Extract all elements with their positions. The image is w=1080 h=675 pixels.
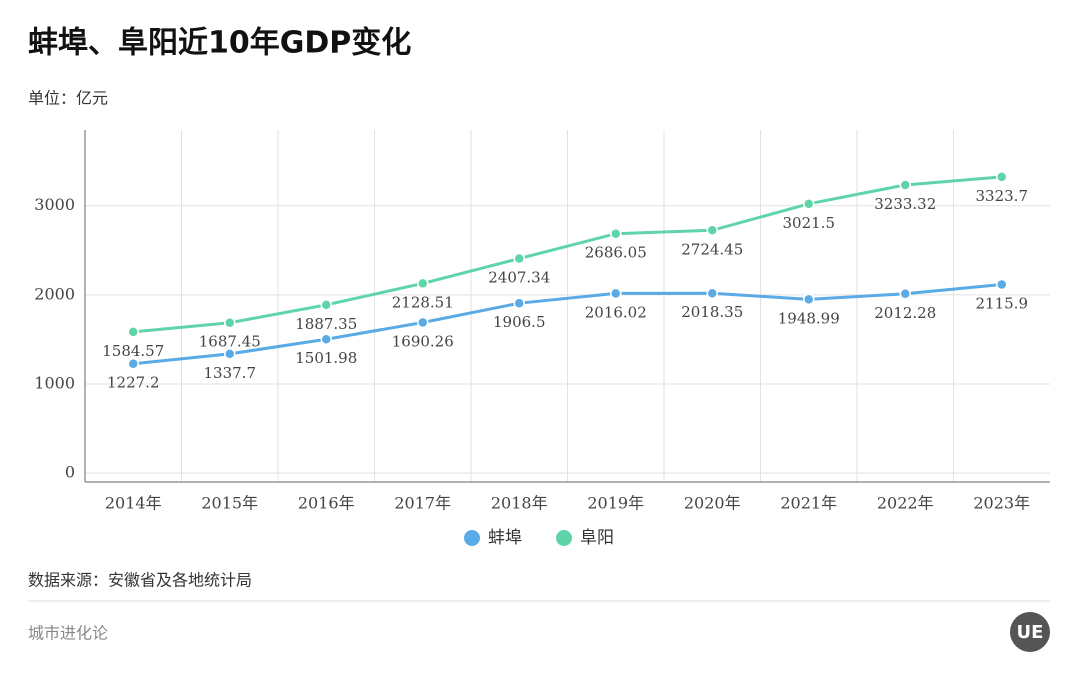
data-label: 1227.2 — [107, 374, 160, 392]
point — [224, 348, 236, 360]
x-tick-label: 2018年 — [491, 494, 548, 513]
x-tick-label: 2019年 — [587, 494, 644, 513]
legend-marker — [556, 530, 572, 546]
y-tick-label: 3000 — [34, 195, 75, 214]
point — [899, 288, 911, 300]
data-label: 2115.9 — [976, 295, 1029, 313]
point — [899, 179, 911, 191]
data-label: 3021.5 — [783, 214, 836, 232]
data-label: 1887.35 — [295, 315, 357, 333]
x-tick-label: 2022年 — [877, 494, 934, 513]
data-label: 2128.51 — [392, 293, 454, 311]
y-tick-label: 0 — [65, 463, 75, 482]
x-tick-label: 2023年 — [973, 494, 1030, 513]
y-tick-label: 2000 — [34, 284, 75, 303]
chart-title: 蚌埠、阜阳近10年GDP变化 — [28, 26, 411, 61]
point — [610, 227, 622, 240]
data-label: 1906.5 — [493, 313, 546, 331]
point — [320, 333, 332, 345]
point — [127, 326, 139, 338]
point — [706, 287, 718, 299]
point — [417, 277, 429, 290]
x-tick-label: 2015年 — [201, 494, 258, 513]
point — [224, 316, 236, 329]
data-label: 1584.57 — [102, 342, 164, 360]
data-label: 1687.45 — [199, 333, 261, 351]
x-tick-label: 2016年 — [298, 494, 355, 513]
x-tick-label: 2021年 — [780, 494, 837, 513]
logo-badge — [1010, 612, 1050, 652]
x-tick-label: 2020年 — [684, 494, 741, 513]
footer: 城市进化论 — [28, 624, 108, 643]
point — [803, 293, 815, 306]
point — [996, 171, 1008, 183]
point — [706, 224, 718, 237]
point — [513, 252, 525, 265]
data-label: 2012.28 — [874, 304, 936, 322]
point — [996, 278, 1008, 291]
data-label: 1690.26 — [392, 332, 454, 350]
data-label: 2724.45 — [681, 240, 743, 258]
data-label: 2018.35 — [681, 303, 743, 321]
logo: UE — [1017, 622, 1044, 643]
data-label: 3323.7 — [976, 187, 1029, 205]
point — [803, 198, 815, 210]
data-label: 1501.98 — [295, 349, 357, 367]
point — [513, 297, 525, 309]
source: 数据来源：安徽省及各地统计局 — [28, 571, 252, 590]
x-tick-label: 2014年 — [105, 494, 162, 513]
point — [320, 299, 332, 311]
data-label: 1948.99 — [778, 309, 840, 327]
point — [127, 357, 139, 370]
data-label: 2016.02 — [585, 303, 647, 321]
data-label: 1337.7 — [204, 364, 257, 382]
y-tick-label: 1000 — [34, 373, 75, 392]
legend-label: 蚌埠 — [488, 528, 522, 548]
x-tick-label: 2017年 — [394, 494, 451, 513]
data-label: 2407.34 — [488, 269, 550, 287]
point — [417, 316, 429, 329]
point — [610, 287, 622, 300]
line — [133, 175, 1002, 334]
legend-marker — [464, 530, 480, 546]
unit-label: 单位：亿元 — [28, 89, 108, 108]
legend-label: 阜阳 — [580, 528, 614, 548]
line — [133, 283, 1002, 366]
data-label: 3233.32 — [874, 195, 936, 213]
data-label: 2686.05 — [585, 244, 647, 262]
